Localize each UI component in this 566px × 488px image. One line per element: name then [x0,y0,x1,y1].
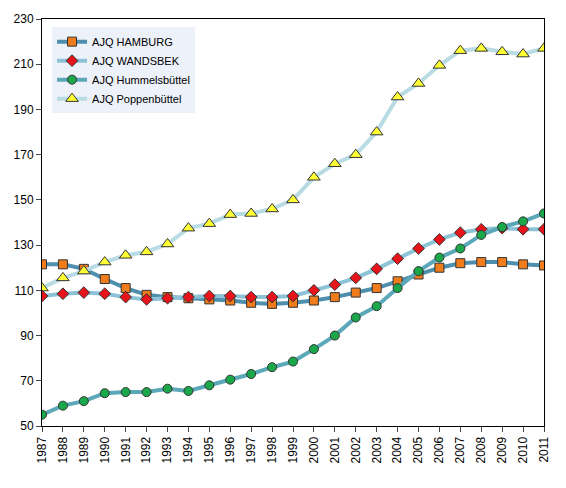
svg-text:AJQ Hummelsbüttel: AJQ Hummelsbüttel [92,74,190,86]
svg-text:1988: 1988 [56,436,70,463]
svg-text:2006: 2006 [432,436,446,463]
svg-text:1993: 1993 [160,436,174,463]
svg-text:70: 70 [20,374,34,388]
svg-text:1997: 1997 [244,436,258,463]
svg-text:210: 210 [14,57,34,71]
svg-text:2007: 2007 [453,436,467,463]
svg-text:1994: 1994 [181,436,195,463]
svg-text:2005: 2005 [411,436,425,463]
svg-text:1990: 1990 [98,436,112,463]
svg-text:AJQ HAMBURG: AJQ HAMBURG [92,36,173,48]
svg-text:2000: 2000 [307,436,321,463]
svg-text:1989: 1989 [77,436,91,463]
svg-text:2001: 2001 [328,436,342,463]
svg-text:1991: 1991 [119,436,133,463]
svg-text:2010: 2010 [516,436,530,463]
svg-text:AJQ Poppenbüttel: AJQ Poppenbüttel [92,93,181,105]
svg-text:90: 90 [20,329,34,343]
svg-text:170: 170 [14,148,34,162]
svg-text:AJQ WANDSBEK: AJQ WANDSBEK [92,55,180,67]
svg-text:110: 110 [14,284,33,298]
svg-text:1998: 1998 [265,436,279,463]
svg-text:50: 50 [20,419,34,433]
svg-text:1987: 1987 [35,436,49,463]
svg-text:2002: 2002 [349,436,363,463]
svg-text:1999: 1999 [286,436,300,463]
svg-text:2003: 2003 [370,436,384,463]
svg-text:2009: 2009 [495,436,509,463]
svg-text:190: 190 [14,103,34,117]
svg-text:130: 130 [14,238,34,252]
svg-text:2008: 2008 [474,436,488,463]
svg-text:2004: 2004 [390,436,404,463]
svg-text:150: 150 [14,193,34,207]
svg-text:1996: 1996 [223,436,237,463]
svg-text:2011: 2011 [537,436,551,462]
svg-text:230: 230 [14,12,34,26]
svg-text:1992: 1992 [139,436,153,463]
svg-text:1995: 1995 [202,436,216,463]
